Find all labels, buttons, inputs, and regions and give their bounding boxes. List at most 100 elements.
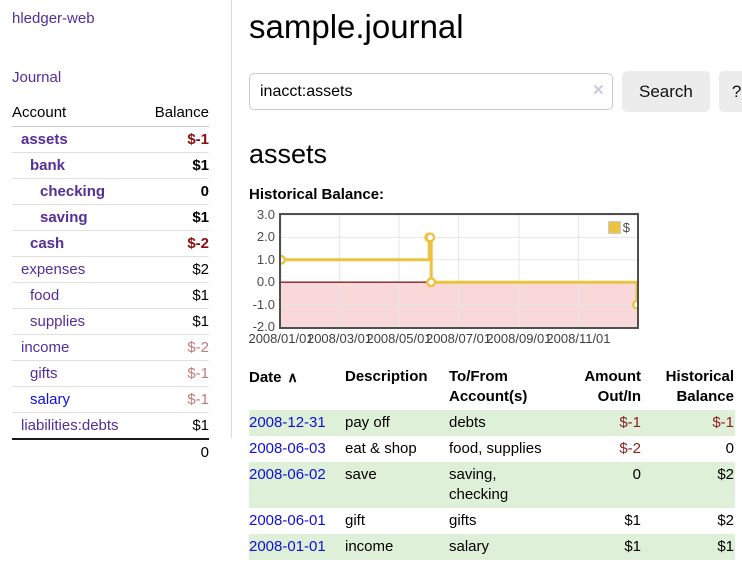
chart-plot-area: $ bbox=[279, 213, 639, 329]
y-axis-tick-label: 2.0 bbox=[256, 229, 275, 245]
transaction-balance: $2 bbox=[642, 462, 735, 508]
x-axis-tick-label: 2008/09/01 bbox=[486, 331, 552, 346]
main-content: sample.journal × Search ? assets Histori… bbox=[232, 0, 742, 560]
transaction-date-link[interactable]: 2008-06-03 bbox=[249, 440, 326, 457]
transaction-description: income bbox=[345, 534, 449, 560]
historical-balance-chart: 3.0 2.0 1.0 0.0 -1.0 -2.0 $ 2008/01/01 2008/03… bbox=[248, 208, 669, 347]
page-title: sample.journal bbox=[249, 8, 464, 45]
account-link-checking[interactable]: checking bbox=[40, 183, 106, 200]
account-balance: $-1 bbox=[187, 131, 209, 148]
y-axis-tick-label: 1.0 bbox=[256, 251, 275, 267]
account-row: liabilities:debts $1 bbox=[12, 412, 209, 439]
transaction-accounts: salary bbox=[449, 534, 559, 560]
register-header-description: Description bbox=[345, 368, 428, 385]
sort-ascending-icon: ∧ bbox=[287, 369, 298, 385]
transaction-accounts: food, supplies bbox=[449, 440, 542, 457]
account-balance: $-1 bbox=[142, 386, 209, 413]
account-row: cash $-2 bbox=[12, 230, 209, 257]
transaction-balance: 0 bbox=[725, 440, 734, 457]
account-link-bank[interactable]: bank bbox=[30, 157, 66, 174]
transaction-description: eat & shop bbox=[345, 440, 417, 457]
account-balance: $1 bbox=[142, 204, 209, 231]
y-axis-tick-label: -1.0 bbox=[252, 296, 275, 312]
clear-search-icon[interactable]: × bbox=[592, 80, 604, 101]
account-link-supplies[interactable]: supplies bbox=[30, 313, 86, 330]
transaction-description: save bbox=[345, 462, 449, 508]
account-row: checking 0 bbox=[12, 178, 209, 205]
y-axis-tick-label: -2.0 bbox=[252, 319, 275, 334]
app-title-link[interactable]: hledger-web bbox=[12, 10, 95, 27]
transaction-amount: $-2 bbox=[619, 440, 641, 457]
account-row: food $1 bbox=[12, 282, 209, 309]
legend-series-swatch bbox=[607, 221, 621, 234]
accounts-header-account: Account bbox=[12, 101, 143, 127]
x-axis-tick-label: 2008/07/01 bbox=[425, 331, 492, 346]
account-balance: 0 bbox=[142, 178, 209, 205]
account-row: gifts $-1 bbox=[12, 360, 209, 387]
transaction-date-link[interactable]: 2008-06-01 bbox=[249, 512, 326, 529]
transaction-accounts: saving, checking bbox=[449, 462, 559, 508]
account-link-saving[interactable]: saving bbox=[40, 209, 88, 226]
transaction-amount: $-1 bbox=[559, 410, 642, 436]
account-balance: $-2 bbox=[142, 230, 209, 257]
accounts-header-balance: Balance bbox=[142, 101, 209, 127]
x-axis-tick-label: 2008/03/01 bbox=[306, 331, 373, 346]
account-balance: $1 bbox=[142, 308, 209, 335]
account-row: saving $1 bbox=[12, 204, 209, 231]
account-link-gifts[interactable]: gifts bbox=[30, 365, 58, 382]
transaction-accounts: gifts bbox=[449, 512, 477, 529]
transaction-balance: $-1 bbox=[642, 410, 735, 436]
register-header-tofrom: To/From Account(s) bbox=[449, 368, 528, 405]
y-axis-tick-label: 0.0 bbox=[256, 274, 275, 290]
account-link-food[interactable]: food bbox=[30, 287, 60, 304]
transaction-date-link[interactable]: 2008-01-01 bbox=[249, 538, 326, 555]
transaction-description: gift bbox=[345, 512, 366, 529]
transaction-date-link[interactable]: 2008-06-02 bbox=[249, 466, 326, 483]
x-axis-tick-label: 2008/01/01 bbox=[248, 331, 314, 346]
x-axis-tick-label: 2008/05/01 bbox=[366, 331, 432, 346]
help-button[interactable]: ? bbox=[718, 71, 742, 112]
account-row: bank $1 bbox=[12, 152, 209, 179]
register-header-date[interactable]: Date ∧ bbox=[249, 369, 298, 386]
accounts-total-row: 0 bbox=[12, 438, 209, 465]
journal-link[interactable]: Journal bbox=[12, 69, 62, 86]
chart-title: Historical Balance: bbox=[249, 186, 385, 203]
accounts-table: Account Balance assets $-1 bank $1 checkin… bbox=[12, 101, 209, 465]
register-table: Date ∧ Description To/From Account(s) Amo… bbox=[249, 364, 735, 560]
search-button[interactable]: Search bbox=[622, 71, 710, 112]
chart-y-axis: 3.0 2.0 1.0 0.0 -1.0 -2.0 bbox=[249, 208, 275, 334]
account-row: salary $-1 bbox=[12, 386, 209, 413]
account-link-income[interactable]: income bbox=[21, 339, 70, 356]
y-axis-tick-label: 3.0 bbox=[256, 207, 275, 222]
transaction-amount: $1 bbox=[559, 534, 642, 560]
register-row: 2008-06-02 save saving, checking 0 $2 bbox=[249, 462, 735, 508]
account-row: assets $-1 bbox=[12, 127, 209, 153]
account-link-cash[interactable]: cash bbox=[30, 235, 65, 252]
transaction-date-link[interactable]: 2008-12-31 bbox=[249, 414, 326, 431]
register-header-amount: Amount Out/In bbox=[584, 368, 641, 405]
account-row: income $-2 bbox=[12, 334, 209, 361]
accounts-total-value: 0 bbox=[142, 438, 209, 465]
transaction-balance: $2 bbox=[717, 512, 734, 529]
account-balance: $1 bbox=[142, 152, 209, 179]
account-balance: $2 bbox=[142, 256, 209, 283]
account-heading: assets bbox=[249, 139, 328, 169]
register-header-balance: Historical Balance bbox=[665, 368, 734, 405]
account-row: expenses $2 bbox=[12, 256, 209, 283]
register-row: 2008-01-01 income salary $1 $1 bbox=[249, 534, 735, 560]
transaction-amount: $1 bbox=[624, 512, 641, 529]
x-axis-tick-label: 2008/11/01 bbox=[546, 331, 611, 346]
account-link-expenses[interactable]: expenses bbox=[21, 261, 86, 278]
register-row: 2008-06-03 eat & shop food, supplies $-2… bbox=[249, 436, 735, 462]
account-link-salary[interactable]: salary bbox=[30, 391, 71, 408]
account-link-assets[interactable]: assets bbox=[21, 131, 68, 148]
account-balance: $-2 bbox=[142, 334, 209, 361]
transaction-description: pay off bbox=[345, 410, 449, 436]
search-form: × Search ? bbox=[249, 71, 742, 112]
account-row: supplies $1 bbox=[12, 308, 209, 335]
legend-series-label: $ bbox=[622, 220, 630, 235]
search-input[interactable] bbox=[249, 73, 613, 110]
account-link-liabilities-debts[interactable]: liabilities:debts bbox=[21, 417, 119, 434]
register-row: 2008-06-01 gift gifts $1 $2 bbox=[249, 508, 735, 534]
account-balance: $-1 bbox=[142, 360, 209, 387]
